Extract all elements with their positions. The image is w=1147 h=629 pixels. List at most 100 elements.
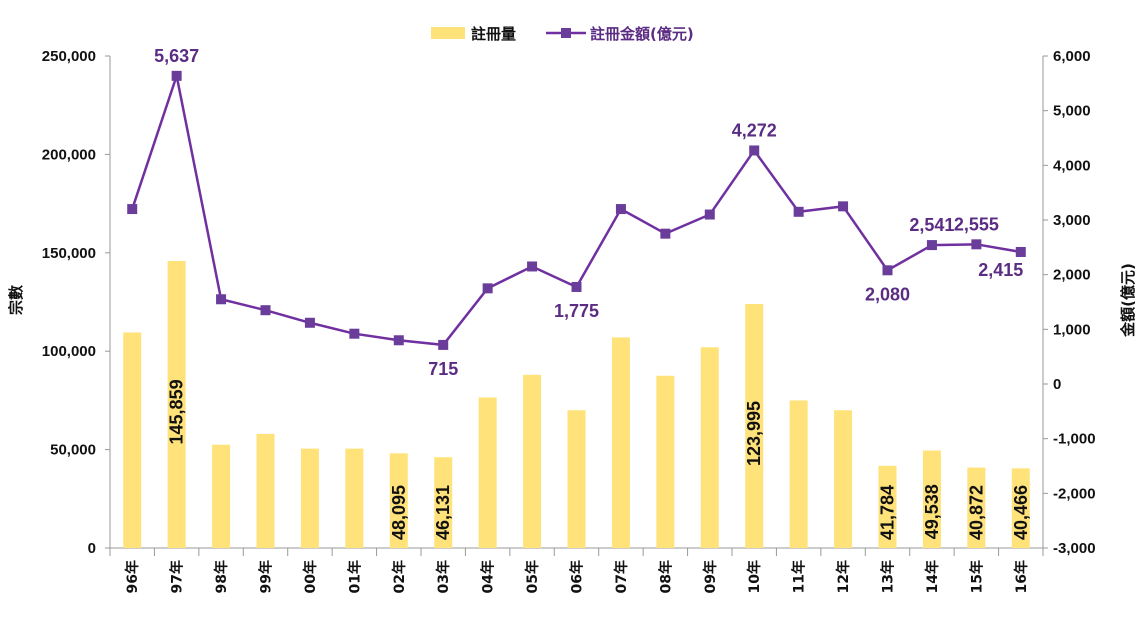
x-tick-label: 10年: [746, 560, 763, 593]
x-tick-label: 14年: [924, 560, 941, 593]
line-data-label: 5,637: [154, 46, 199, 66]
line-marker: [260, 305, 271, 316]
bar: [700, 347, 719, 548]
y-left-tick-label: 0: [88, 540, 96, 557]
bar-data-label: 46,131: [433, 485, 453, 540]
x-tick-label: 97年: [169, 560, 186, 593]
x-tick-label: 08年: [657, 560, 674, 593]
legend-swatch-marker: [561, 28, 571, 38]
bar: [834, 410, 853, 548]
x-tick-label: 09年: [702, 560, 719, 593]
line-data-label: 2,080: [865, 284, 910, 304]
y-right-tick-label: -3,000: [1053, 540, 1096, 557]
y-left-tick-label: 250,000: [42, 48, 96, 65]
y-left-tick-label: 150,000: [42, 245, 96, 262]
y-right-tick-label: 4,000: [1053, 157, 1091, 174]
line-data-label: 2,541: [909, 215, 954, 235]
y-right-tick-label: 0: [1053, 376, 1061, 393]
bar: [478, 397, 497, 548]
legend: 註冊量 註冊金額(億元): [431, 25, 694, 43]
line-marker: [971, 239, 982, 250]
bar: [434, 457, 453, 548]
bar-data-label: 48,095: [389, 485, 409, 540]
line-series: [127, 70, 1026, 350]
x-tick-label: 99年: [258, 560, 275, 593]
y-left-axis-title: 宗數: [7, 285, 25, 315]
bar-data-label: 41,784: [878, 485, 898, 540]
x-tick-label: 03年: [435, 560, 452, 593]
x-tick-label: 15年: [968, 560, 985, 593]
x-tick-label: 00年: [302, 560, 319, 593]
line-marker: [838, 201, 849, 212]
line-marker: [571, 281, 582, 292]
y-right-tick-label: 5,000: [1053, 103, 1091, 120]
y-right-tick-label: 3,000: [1053, 212, 1091, 229]
line-data-label: 715: [428, 359, 458, 379]
bar: [300, 448, 319, 548]
line-marker: [393, 335, 404, 346]
line-marker: [704, 209, 715, 220]
bar: [1011, 468, 1030, 548]
bar: [878, 465, 897, 548]
x-tick-label: 06年: [569, 560, 586, 593]
bar: [745, 303, 764, 548]
line-marker: [171, 70, 182, 81]
bar: [789, 400, 808, 548]
legend-swatch-bar: [431, 27, 465, 39]
bar: [611, 337, 630, 548]
x-tick-label: 12年: [835, 560, 852, 593]
bar-data-label: 40,872: [966, 485, 986, 540]
bar-data-label: 49,538: [922, 484, 942, 539]
x-tick-label: 11年: [791, 560, 808, 593]
x-tick-label: 13年: [880, 560, 897, 593]
bars: [123, 260, 1030, 548]
data-labels: 145,859 48,095 46,131 123,995 41,784 49,538 40…: [154, 46, 1031, 540]
legend-label-line: 註冊金額(億元): [590, 25, 694, 43]
bar: [389, 453, 408, 548]
x-tick-label: 01年: [346, 560, 363, 593]
line-marker: [482, 283, 493, 294]
legend-label-bar: 註冊量: [471, 25, 516, 43]
y-right-tick-label: 2,000: [1053, 267, 1091, 284]
bar-data-label: 40,466: [1011, 485, 1031, 540]
line-marker: [127, 204, 138, 215]
line-marker: [304, 317, 315, 328]
x-tick-label: 98年: [213, 560, 230, 593]
x-tick-label: 07年: [613, 560, 630, 593]
y-right-tick-label: 1,000: [1053, 321, 1091, 338]
line-marker: [926, 240, 937, 251]
line-marker: [527, 261, 538, 272]
bar: [256, 433, 275, 548]
line-data-label: 2,415: [978, 260, 1023, 280]
bar: [922, 450, 941, 548]
y-left-tick-label: 50,000: [50, 442, 96, 459]
y-right-tick-label: -1,000: [1053, 431, 1096, 448]
x-tick-label: 05年: [524, 560, 541, 593]
bar-data-label: 123,995: [744, 401, 764, 466]
y-left-tick-label: 200,000: [42, 146, 96, 163]
y-left-tick-label: 100,000: [42, 343, 96, 360]
bar: [167, 260, 186, 548]
bar: [967, 467, 986, 548]
bar: [123, 332, 142, 548]
line-data-label: 2,555: [954, 214, 999, 234]
x-tick-label: 04年: [480, 560, 497, 593]
bar: [212, 444, 231, 548]
bar: [345, 448, 364, 548]
y-right-tick-label: -2,000: [1053, 485, 1096, 502]
line-data-label: 1,775: [554, 301, 599, 321]
line-marker: [749, 145, 760, 156]
axes: 0 50,000 100,000 150,000 200,000 250,000 -3,00…: [42, 48, 1096, 593]
line-marker: [349, 328, 360, 339]
line-marker: [660, 228, 671, 239]
line-marker: [438, 339, 449, 350]
bar: [523, 374, 542, 548]
x-tick-label: 16年: [1013, 560, 1030, 593]
line-marker: [793, 206, 804, 217]
line-marker: [216, 294, 227, 305]
y-right-axis-title: 金額(億元): [1119, 263, 1137, 338]
y-right-tick-label: 6,000: [1053, 48, 1091, 65]
line-marker: [1015, 246, 1026, 257]
bar-data-label: 145,859: [167, 379, 187, 444]
